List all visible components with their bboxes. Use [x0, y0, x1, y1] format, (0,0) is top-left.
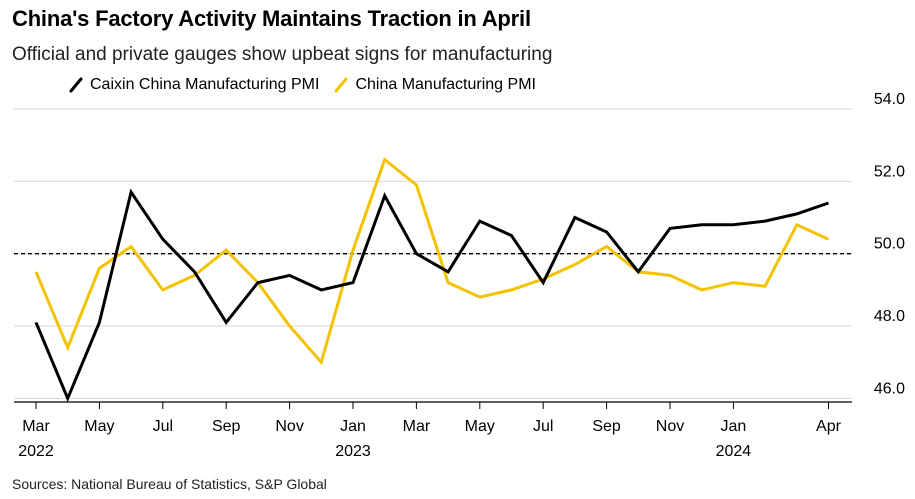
legend: Caixin China Manufacturing PMI China Man…: [68, 76, 550, 94]
line-chart: 54.0 52.0 50.0 48.0 46.0 Mar 2022 May Jul Sep Nov…: [14, 91, 905, 460]
x-tick-label-2022-11: Nov: [275, 418, 303, 435]
y-tick-label-52.0: 52.0: [874, 163, 905, 180]
y-axis: 54.0 52.0 50.0 48.0 46.0: [874, 91, 905, 397]
x-tick-label-2024-01: Jan: [721, 418, 747, 435]
x-tick-label-2023-11: Nov: [656, 418, 684, 435]
y-tick-label-48.0: 48.0: [874, 308, 905, 325]
legend-label-official: China Manufacturing PMI: [355, 76, 536, 93]
x-tick-label-2023-07: Jul: [533, 418, 553, 435]
y-tick-label-46.0: 46.0: [874, 380, 905, 397]
source-note: Sources: National Bureau of Statistics, …: [12, 476, 327, 492]
chart-title: China's Factory Activity Maintains Tract…: [12, 6, 531, 31]
series-line-official: [34, 157, 830, 366]
x-tick-year-2024: 2024: [716, 443, 752, 460]
x-tick-label-2022-03: Mar: [22, 418, 50, 435]
x-tick-labels: Mar 2022 May Jul Sep Nov Jan 2023 Mar May Jul Sep No…: [18, 402, 842, 460]
x-tick-label-2022-07: Jul: [153, 418, 173, 435]
y-tick-label-54.0: 54.0: [874, 91, 905, 108]
x-tick-label-2024-04: Apr: [816, 418, 842, 435]
x-tick-label-2023-01: Jan: [340, 418, 366, 435]
x-tick-label-2022-09: Sep: [212, 418, 241, 435]
chart-subtitle: Official and private gauges show upbeat …: [12, 44, 553, 65]
y-tick-label-50.0: 50.0: [874, 236, 905, 253]
legend-item-caixin: Caixin China Manufacturing PMI: [68, 76, 319, 94]
x-tick-label-2023-03: Mar: [403, 418, 431, 435]
x-tick-label-2023-09: Sep: [592, 418, 621, 435]
series-line-caixin: [34, 188, 829, 403]
legend-item-official: China Manufacturing PMI: [333, 76, 536, 94]
series-group: [34, 157, 830, 403]
x-tick-year-2022: 2022: [18, 443, 54, 460]
legend-label-caixin: Caixin China Manufacturing PMI: [90, 76, 320, 93]
legend-swatch-official: [333, 77, 349, 93]
legend-swatch-caixin: [68, 77, 84, 93]
x-tick-label-2023-05: May: [465, 418, 495, 435]
x-tick-label-2022-05: May: [84, 418, 114, 435]
x-tick-year-2023: 2023: [335, 443, 371, 460]
grid: [14, 108, 852, 399]
